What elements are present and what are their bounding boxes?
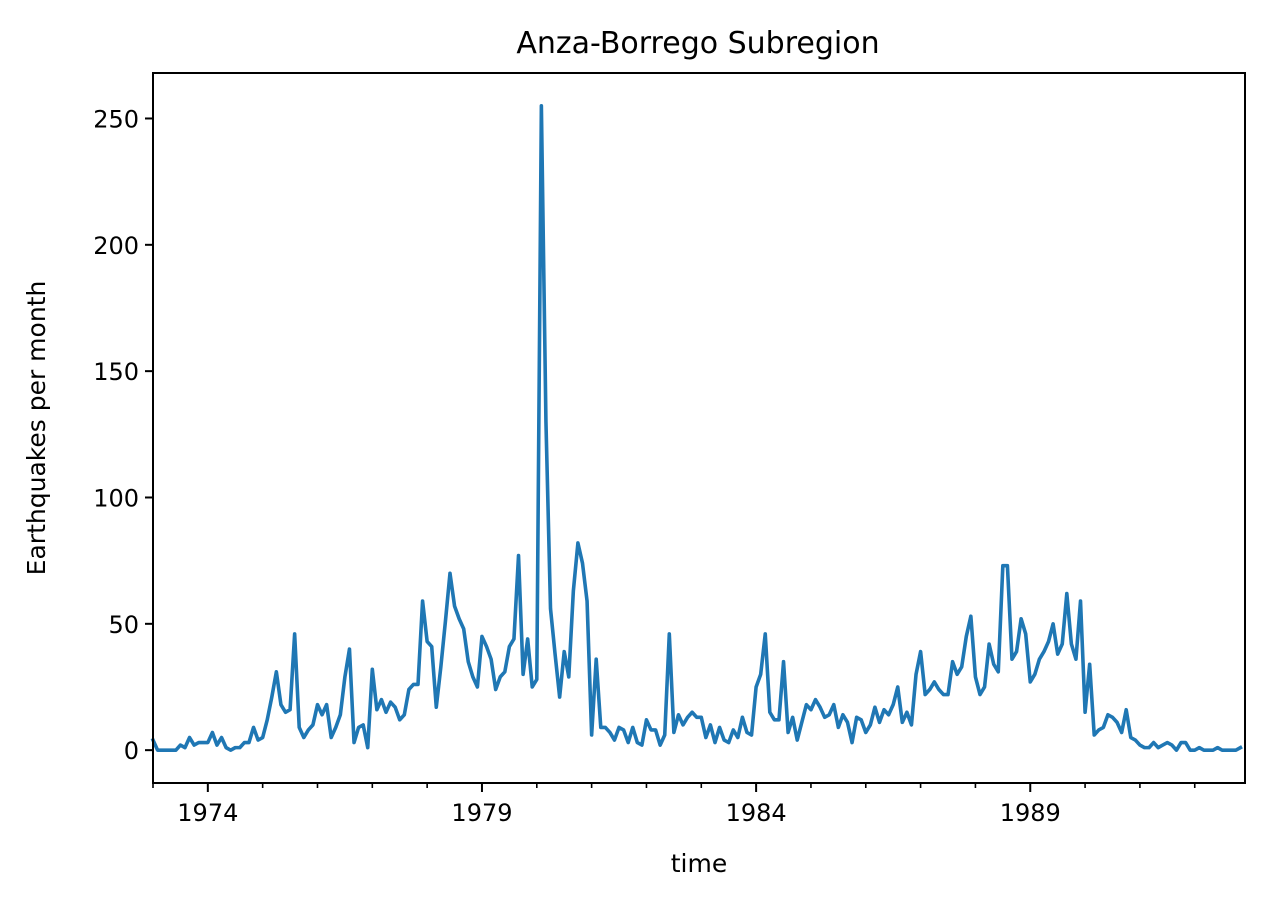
plot-frame bbox=[152, 72, 1246, 784]
y-tick-label: 200 bbox=[93, 232, 139, 260]
series-line bbox=[150, 104, 1243, 752]
y-tick-label: 150 bbox=[93, 358, 139, 386]
y-tick-label: 250 bbox=[93, 105, 139, 133]
x-tick-label: 1979 bbox=[451, 799, 512, 827]
plot-area: 1974 1979 1984 1989 0 50 100 150 200 250 bbox=[93, 72, 1246, 827]
x-tick-label: 1989 bbox=[1000, 799, 1061, 827]
chart-title: Anza-Borrego Subregion bbox=[516, 26, 879, 61]
y-tick-label: 0 bbox=[124, 737, 139, 765]
y-tick-label: 50 bbox=[108, 611, 139, 639]
x-axis: 1974 1979 1984 1989 bbox=[152, 783, 1196, 827]
y-tick-label: 100 bbox=[93, 484, 139, 512]
series-layer bbox=[150, 104, 1243, 752]
x-tick-label: 1974 bbox=[177, 799, 238, 827]
x-tick-label: 1984 bbox=[726, 799, 787, 827]
y-axis: 0 50 100 150 200 250 bbox=[93, 105, 153, 765]
y-axis-title: Earthquakes per month bbox=[22, 281, 51, 576]
x-axis-title: time bbox=[671, 849, 727, 878]
